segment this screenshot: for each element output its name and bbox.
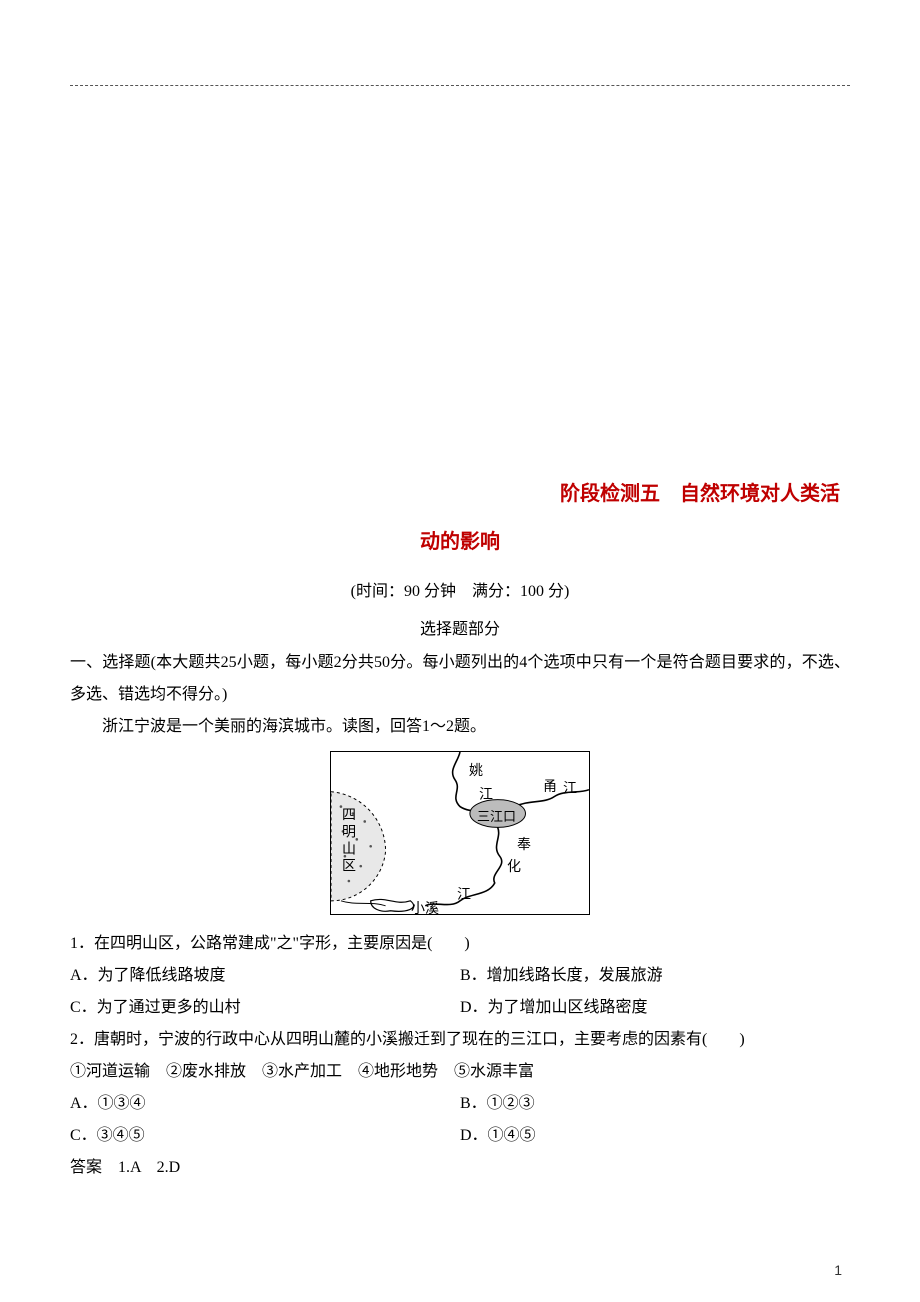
- page-number: 1: [834, 1262, 842, 1278]
- label-jiang2: 江: [563, 778, 577, 798]
- section-subtitle: 选择题部分: [70, 612, 850, 647]
- answers: 答案 1.A 2.D: [70, 1152, 850, 1184]
- title-line-2: 动的影响: [70, 518, 850, 566]
- map-figure: 四明山区 姚 江 甬 江 三江口 奉 化 江 小溪: [70, 751, 850, 920]
- q2-options: A．①③④ B．①②③ C．③④⑤ D．①④⑤: [70, 1088, 850, 1152]
- label-yong: 甬: [543, 776, 557, 796]
- label-jiang1: 江: [479, 784, 493, 804]
- q1-opt-a: A．为了降低线路坡度: [70, 960, 460, 992]
- header-rule: [70, 85, 850, 86]
- label-xiaoxi: 小溪: [411, 898, 439, 918]
- page-content: 阶段检测五 自然环境对人类活 动的影响 (时间：90 分钟 满分：100 分) …: [70, 470, 850, 1184]
- q2-opt-d: D．①④⑤: [460, 1120, 850, 1152]
- label-sanjiangkou: 三江口: [477, 806, 516, 825]
- label-siming: 四明山区: [337, 807, 357, 875]
- instructions: 一、选择题(本大题共25小题，每小题2分共50分。每小题列出的4个选项中只有一个…: [70, 647, 850, 711]
- q2-enum: ①河道运输 ②废水排放 ③水产加工 ④地形地势 ⑤水源丰富: [70, 1056, 850, 1088]
- label-yao: 姚: [469, 760, 483, 780]
- context-text: 浙江宁波是一个美丽的海滨城市。读图，回答1～2题。: [70, 711, 850, 743]
- q2-opt-c: C．③④⑤: [70, 1120, 460, 1152]
- q2-opt-b: B．①②③: [460, 1088, 850, 1120]
- q1-options: A．为了降低线路坡度 B．增加线路长度，发展旅游 C．为了通过更多的山村 D．为…: [70, 960, 850, 1024]
- q1-stem: 1．在四明山区，公路常建成"之"字形，主要原因是( ): [70, 928, 850, 960]
- title-line-1: 阶段检测五 自然环境对人类活: [70, 470, 850, 518]
- q2-opt-a: A．①③④: [70, 1088, 460, 1120]
- q1-opt-c: C．为了通过更多的山村: [70, 992, 460, 1024]
- q2-stem: 2．唐朝时，宁波的行政中心从四明山麓的小溪搬迁到了现在的三江口，主要考虑的因素有…: [70, 1024, 850, 1056]
- label-feng: 奉: [517, 834, 531, 854]
- q1-opt-b: B．增加线路长度，发展旅游: [460, 960, 850, 992]
- label-hua: 化: [507, 856, 521, 876]
- q1-opt-d: D．为了增加山区线路密度: [460, 992, 850, 1024]
- exam-meta: (时间：90 分钟 满分：100 分): [70, 572, 850, 612]
- label-jiang3: 江: [457, 884, 471, 904]
